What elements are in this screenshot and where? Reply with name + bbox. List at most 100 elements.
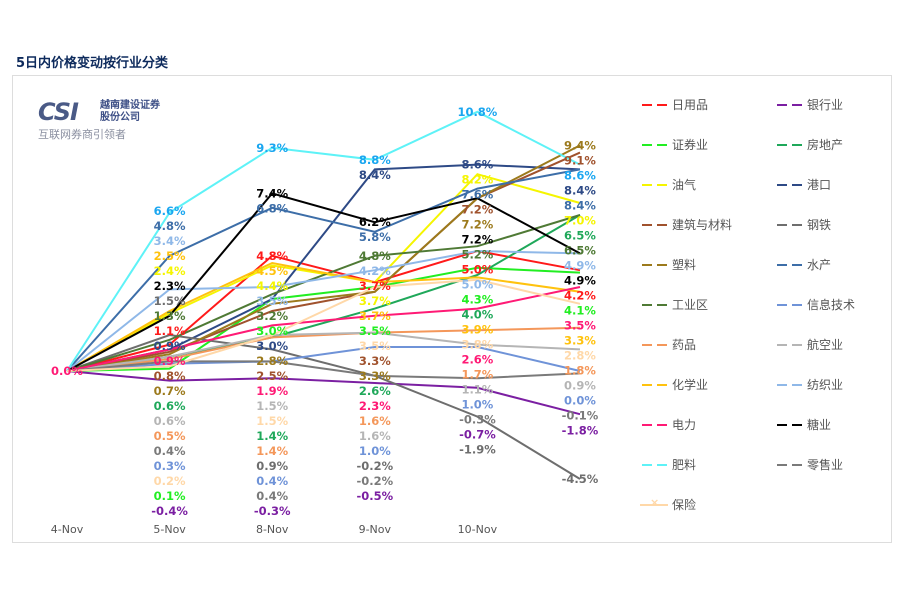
data-label: 3.5% bbox=[256, 294, 288, 308]
data-label: 2.5% bbox=[154, 249, 186, 263]
data-label: 3.7% bbox=[359, 294, 391, 308]
legend-item[interactable]: × 保险 bbox=[640, 496, 696, 513]
data-label: -0.2% bbox=[356, 459, 393, 473]
data-label: 4.2% bbox=[564, 288, 596, 302]
data-label: 9.4% bbox=[564, 138, 596, 152]
data-label: 4.9% bbox=[564, 258, 596, 272]
data-label: 0.6% bbox=[154, 399, 186, 413]
data-label: -0.5% bbox=[356, 489, 393, 503]
data-label: 8.6% bbox=[461, 158, 493, 172]
series-line-12 bbox=[66, 326, 581, 372]
legend-item[interactable]: 油气 bbox=[640, 176, 696, 193]
x-tick-label: 4-Nov bbox=[51, 523, 84, 536]
legend-label: 港口 bbox=[807, 178, 832, 192]
data-label: 4.1% bbox=[564, 303, 596, 317]
data-label: -0.2% bbox=[356, 474, 393, 488]
legend-swatch-icon bbox=[775, 300, 805, 310]
legend-label: 肥料 bbox=[672, 458, 697, 472]
data-label: 8.6% bbox=[564, 168, 596, 182]
series-line-14 bbox=[66, 261, 581, 372]
legend-item[interactable]: 房地产 bbox=[775, 136, 843, 153]
legend-label: 化学业 bbox=[672, 378, 709, 392]
legend-item[interactable]: 塑料 bbox=[640, 256, 696, 273]
series-line-0 bbox=[66, 249, 581, 372]
data-label: 4.0% bbox=[461, 308, 493, 322]
series-line-8 bbox=[66, 144, 581, 372]
series-line-15 bbox=[66, 249, 581, 372]
data-label: 1.0% bbox=[359, 444, 391, 458]
series-line-10 bbox=[66, 214, 581, 372]
legend-item[interactable]: 药品 bbox=[640, 336, 696, 353]
series-line-18 bbox=[66, 110, 581, 372]
legend-item[interactable]: 银行业 bbox=[775, 96, 843, 113]
legend-item[interactable]: 航空业 bbox=[775, 336, 843, 353]
series-line-7 bbox=[66, 333, 581, 480]
data-label: 0.0% bbox=[51, 364, 83, 378]
data-label: 1.0% bbox=[461, 398, 493, 412]
series-line-11 bbox=[66, 346, 581, 372]
legend-label: 银行业 bbox=[807, 98, 844, 112]
data-label: 9.1% bbox=[564, 153, 596, 167]
data-label: 3.8% bbox=[461, 338, 493, 352]
legend-label: 糖业 bbox=[807, 418, 832, 432]
data-label: -4.5% bbox=[562, 472, 599, 486]
legend-item[interactable]: 糖业 bbox=[775, 416, 831, 433]
data-label: 3.7% bbox=[359, 279, 391, 293]
legend-swatch-icon bbox=[775, 260, 805, 270]
legend-item[interactable]: 化学业 bbox=[640, 376, 708, 393]
legend-item[interactable]: 日用品 bbox=[640, 96, 708, 113]
data-label: 0.1% bbox=[154, 489, 186, 503]
data-label: 3.5% bbox=[564, 318, 596, 332]
data-label: 6.2% bbox=[359, 215, 391, 229]
legend-swatch-icon bbox=[640, 140, 670, 150]
data-label: 4.2% bbox=[359, 264, 391, 278]
series-line-4 bbox=[66, 173, 581, 372]
data-label: 8.2% bbox=[461, 173, 493, 187]
data-label: 0.6% bbox=[154, 414, 186, 428]
data-label: -1.9% bbox=[459, 443, 496, 457]
legend-item[interactable]: 证券业 bbox=[640, 136, 708, 153]
data-label: 3.3% bbox=[359, 369, 391, 383]
data-label: 2.6% bbox=[359, 384, 391, 398]
data-label: 1.3% bbox=[154, 309, 186, 323]
x-tick-label: 10-Nov bbox=[458, 523, 498, 536]
data-label: 3.0% bbox=[256, 324, 288, 338]
data-label: 1.5% bbox=[154, 294, 186, 308]
legend-swatch-icon bbox=[640, 340, 670, 350]
data-label: 0.9% bbox=[256, 459, 288, 473]
data-label: -0.3% bbox=[254, 504, 291, 518]
legend-label: 建筑与材料 bbox=[672, 218, 733, 232]
legend-item[interactable]: 零售业 bbox=[775, 456, 843, 473]
legend-item[interactable]: 信息技术 bbox=[775, 296, 855, 313]
legend-item[interactable]: 肥料 bbox=[640, 456, 696, 473]
series-line-1 bbox=[66, 370, 581, 416]
legend-item[interactable]: 水产 bbox=[775, 256, 831, 273]
legend-item[interactable]: 电力 bbox=[640, 416, 696, 433]
legend-label: 电力 bbox=[672, 418, 697, 432]
chart-frame bbox=[12, 75, 892, 543]
data-label: 2.3% bbox=[359, 399, 391, 413]
logo-name: 越南建设证券 股份公司 bbox=[100, 100, 160, 124]
legend-item[interactable]: 纺织业 bbox=[775, 376, 843, 393]
legend-item[interactable]: 工业区 bbox=[640, 296, 708, 313]
legend-label: 航空业 bbox=[807, 338, 844, 352]
legend-item[interactable]: 港口 bbox=[775, 176, 831, 193]
data-label: 2.3% bbox=[154, 279, 186, 293]
data-label: 0.8% bbox=[154, 369, 186, 383]
legend-item[interactable]: 钢铁 bbox=[775, 216, 831, 233]
legend-item[interactable]: 建筑与材料 bbox=[640, 216, 732, 233]
data-label: 6.6% bbox=[154, 204, 186, 218]
data-label: 6.5% bbox=[564, 243, 596, 257]
data-label: 4.8% bbox=[154, 219, 186, 233]
series-line-2 bbox=[66, 266, 581, 372]
company-logo: CSI 越南建设证券 股份公司 互联网券商引领者 bbox=[38, 98, 160, 144]
data-label: 6.5% bbox=[564, 228, 596, 242]
legend-label: 油气 bbox=[672, 178, 697, 192]
data-label: 4.3% bbox=[461, 293, 493, 307]
data-label: 3.7% bbox=[359, 309, 391, 323]
legend-swatch-icon bbox=[640, 260, 670, 270]
data-label: 4.5% bbox=[256, 264, 288, 278]
data-label: 4.8% bbox=[256, 249, 288, 263]
data-label: -0.1% bbox=[562, 408, 599, 422]
legend-swatch-icon bbox=[775, 180, 805, 190]
